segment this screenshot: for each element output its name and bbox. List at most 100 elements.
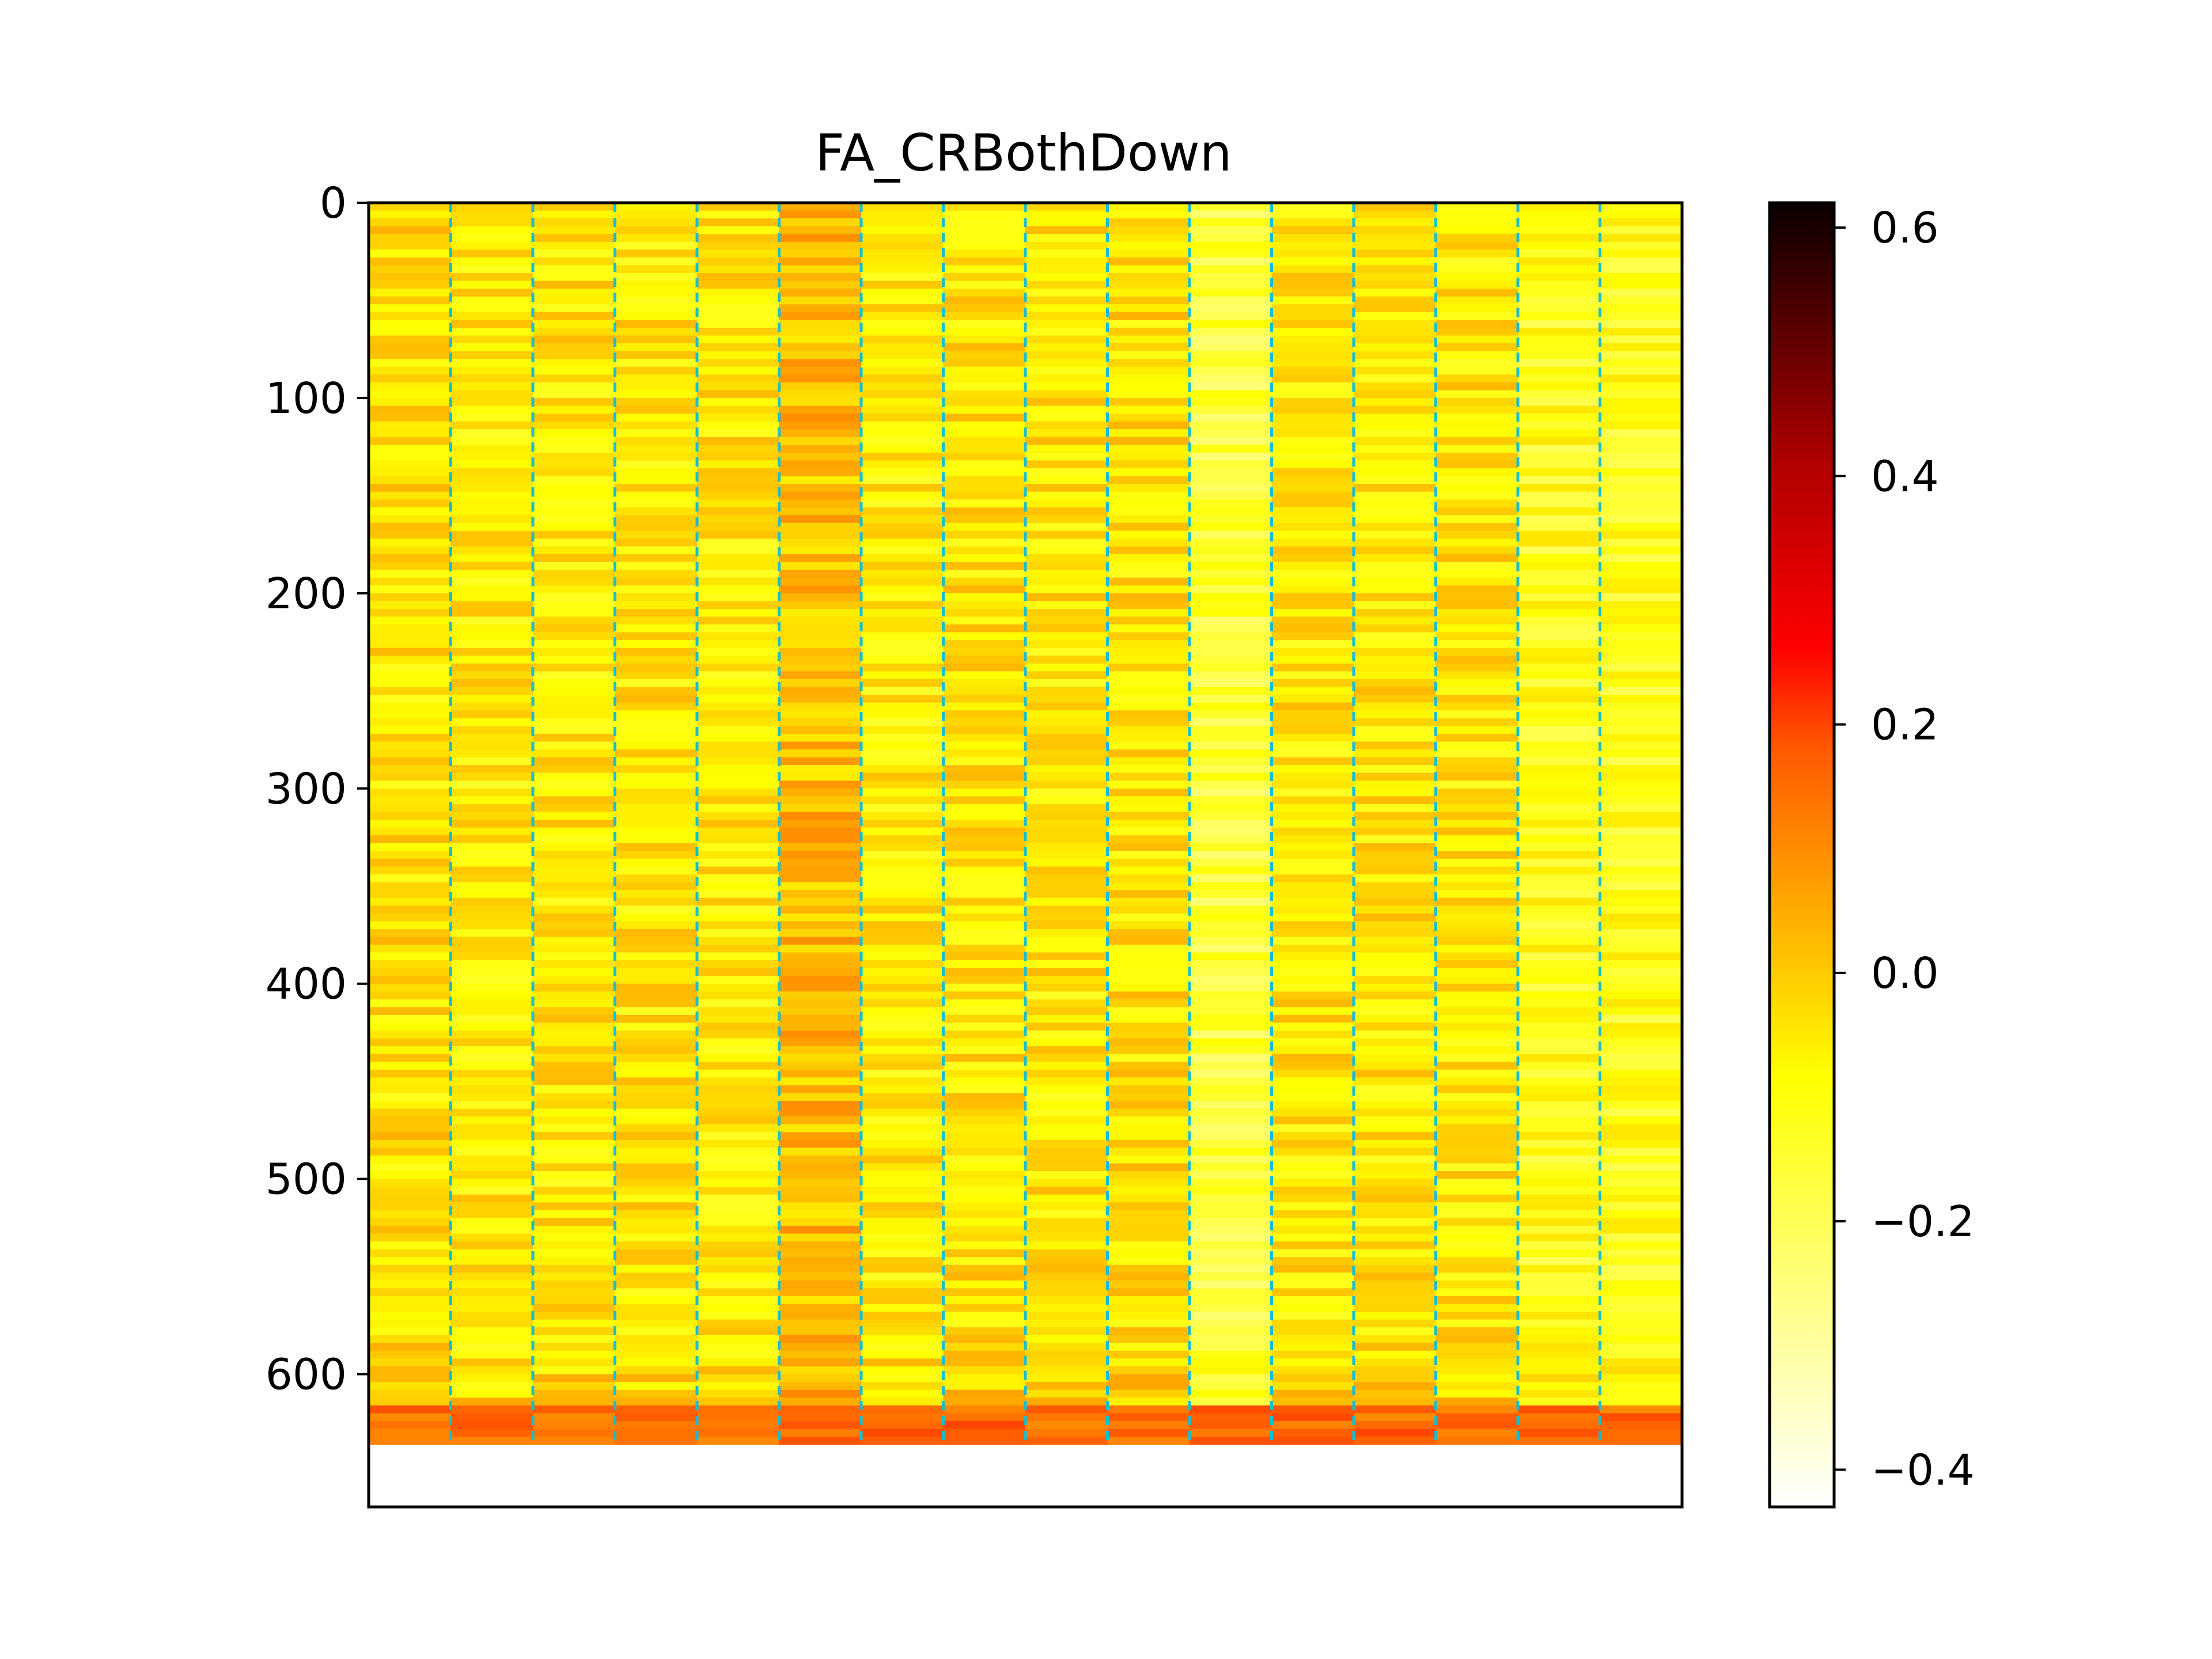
- colorbar-tick-label: −0.2: [1871, 1197, 1975, 1247]
- heatmap-cell: [1518, 632, 1601, 641]
- heatmap-cell: [1107, 1031, 1190, 1039]
- heatmap-cell: [533, 1257, 616, 1266]
- heatmap-cell: [450, 999, 533, 1007]
- heatmap-cell: [533, 687, 616, 695]
- heatmap-cell: [861, 390, 944, 399]
- heatmap-cell: [1025, 249, 1108, 258]
- heatmap-cell: [1600, 554, 1683, 563]
- heatmap-cell: [943, 1179, 1026, 1187]
- heatmap-cell: [533, 1312, 616, 1320]
- heatmap-cell: [1190, 359, 1272, 368]
- heatmap-cell: [943, 983, 1026, 992]
- heatmap-cell: [943, 695, 1026, 703]
- heatmap-cell: [779, 897, 862, 906]
- heatmap-cell: [697, 421, 780, 430]
- heatmap-cell: [615, 757, 698, 766]
- heatmap-cell: [369, 234, 452, 243]
- heatmap-cell: [450, 406, 533, 414]
- heatmap-cell: [1107, 897, 1190, 906]
- heatmap-cell: [1271, 257, 1354, 266]
- heatmap-cell: [1435, 1304, 1518, 1312]
- heatmap-cell: [1435, 1014, 1518, 1024]
- heatmap-cell: [1107, 265, 1190, 274]
- heatmap-cell: [779, 1093, 862, 1101]
- heatmap-cell: [615, 1429, 698, 1437]
- heatmap-cell: [697, 851, 780, 859]
- heatmap-cell: [1600, 1319, 1683, 1328]
- heatmap-cell: [943, 772, 1026, 781]
- heatmap-cell: [1435, 1038, 1518, 1047]
- heatmap-cell: [1354, 335, 1437, 344]
- heatmap-cell: [1190, 640, 1272, 649]
- heatmap-cell: [369, 1257, 452, 1266]
- heatmap-cell: [1354, 827, 1437, 836]
- heatmap-cell: [1435, 1022, 1518, 1031]
- heatmap-cell: [450, 234, 533, 243]
- heatmap-cell: [697, 718, 780, 726]
- heatmap-cell: [697, 335, 780, 344]
- heatmap-cell: [450, 1429, 533, 1437]
- heatmap-cell: [369, 1280, 452, 1289]
- heatmap-cell: [1190, 460, 1272, 469]
- heatmap-cell: [1107, 991, 1190, 1000]
- heatmap-cell: [1190, 781, 1272, 789]
- heatmap-cell: [1025, 1296, 1108, 1305]
- heatmap-cell: [1107, 1241, 1190, 1250]
- heatmap-cell: [450, 1280, 533, 1289]
- heatmap-cell: [1354, 1319, 1437, 1328]
- heatmap-cell: [533, 788, 616, 797]
- heatmap-cell: [1435, 624, 1518, 633]
- heatmap-cell: [615, 507, 698, 516]
- heatmap-cell: [1435, 1335, 1518, 1343]
- heatmap-cell: [450, 374, 533, 383]
- heatmap-cell: [943, 765, 1026, 774]
- heatmap-cell: [697, 351, 780, 359]
- heatmap-cell: [1435, 531, 1518, 539]
- heatmap-cell: [369, 1405, 452, 1414]
- heatmap-cell: [1107, 1366, 1190, 1375]
- heatmap-cell: [1271, 1062, 1354, 1070]
- heatmap-cell: [369, 687, 452, 695]
- heatmap-cell: [1025, 241, 1108, 250]
- heatmap-cell: [697, 414, 780, 422]
- heatmap-cell: [533, 616, 616, 625]
- heatmap-cell: [1435, 476, 1518, 484]
- heatmap-cell: [861, 1335, 944, 1343]
- heatmap-cell: [1435, 1218, 1518, 1226]
- heatmap-cell: [1190, 1077, 1272, 1086]
- heatmap-cell: [369, 484, 452, 493]
- heatmap-cell: [779, 1069, 862, 1078]
- heatmap-cell: [1354, 960, 1437, 969]
- heatmap-cell: [1271, 226, 1354, 234]
- heatmap-cell: [1271, 1069, 1354, 1078]
- heatmap-cell: [943, 421, 1026, 430]
- heatmap-cell: [1435, 1397, 1518, 1406]
- heatmap-cell: [369, 273, 452, 282]
- heatmap-cell: [779, 1272, 862, 1281]
- heatmap-cell: [1435, 1358, 1518, 1367]
- heatmap-cell: [1354, 1069, 1437, 1078]
- heatmap-cell: [861, 656, 944, 664]
- heatmap-cell: [1354, 499, 1437, 508]
- heatmap-cell: [779, 1171, 862, 1180]
- heatmap-cell: [1518, 1022, 1601, 1031]
- heatmap-cell: [1354, 203, 1437, 211]
- heatmap-cell: [1107, 1101, 1190, 1109]
- heatmap-cell: [1518, 585, 1601, 594]
- heatmap-cell: [533, 1147, 616, 1156]
- heatmap-cell: [1354, 632, 1437, 641]
- heatmap-cell: [1025, 1007, 1108, 1016]
- heatmap-cell: [1190, 1343, 1272, 1351]
- heatmap-cell: [1271, 819, 1354, 828]
- heatmap-cell: [943, 476, 1026, 484]
- heatmap-cell: [697, 554, 780, 563]
- heatmap-cell: [615, 913, 698, 922]
- heatmap-cell: [1107, 1280, 1190, 1289]
- heatmap-cell: [943, 507, 1026, 516]
- heatmap-cell: [1190, 952, 1272, 961]
- heatmap-cell: [369, 577, 452, 586]
- heatmap-cell: [1190, 414, 1272, 422]
- heatmap-cell: [1107, 890, 1190, 899]
- heatmap-cell: [1107, 1296, 1190, 1305]
- heatmap-cell: [1271, 1327, 1354, 1336]
